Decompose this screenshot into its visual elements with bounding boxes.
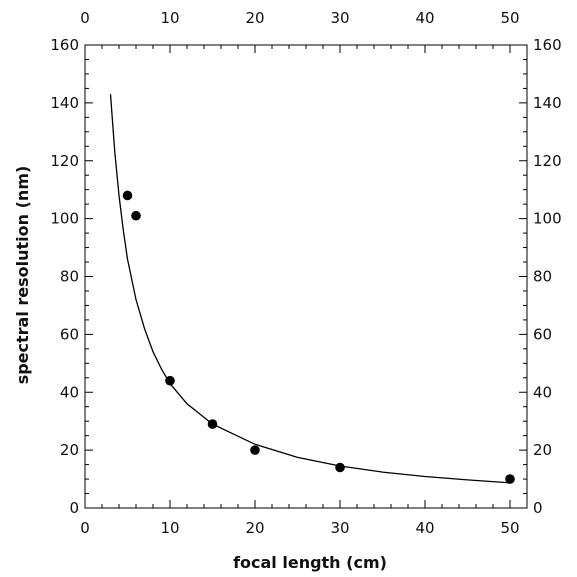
x-tick-label-top: 0 bbox=[80, 9, 90, 27]
y-tick-label-left: 100 bbox=[50, 210, 79, 228]
x-tick-label-bottom: 0 bbox=[80, 519, 90, 537]
series bbox=[109, 94, 515, 484]
y-tick-label-left: 140 bbox=[50, 94, 79, 112]
x-tick-label-top: 20 bbox=[245, 9, 264, 27]
x-tick-label-bottom: 10 bbox=[160, 519, 179, 537]
y-tick-label-right: 80 bbox=[533, 268, 552, 286]
axes bbox=[84, 44, 528, 509]
y-tick-label-left: 120 bbox=[50, 152, 79, 170]
y-axis-title: spectral resolution (nm) bbox=[13, 166, 32, 385]
data-point bbox=[335, 462, 345, 473]
x-tick-label-top: 30 bbox=[330, 9, 349, 27]
y-tick-label-right: 100 bbox=[533, 210, 562, 228]
y-tick-label-left: 20 bbox=[60, 441, 79, 459]
x-tick-label-bottom: 50 bbox=[500, 519, 519, 537]
y-tick-label-left: 60 bbox=[60, 325, 79, 343]
plot-frame bbox=[84, 44, 528, 509]
y-tick-label-right: 0 bbox=[533, 499, 543, 517]
data-point bbox=[131, 210, 141, 221]
ticks bbox=[84, 44, 528, 509]
fit-curve-line bbox=[109, 94, 511, 484]
y-tick-label-left: 0 bbox=[69, 499, 79, 517]
y-tick-label-left: 160 bbox=[50, 36, 79, 54]
x-tick-label-top: 40 bbox=[415, 9, 434, 27]
y-tick-label-right: 120 bbox=[533, 152, 562, 170]
data-point bbox=[505, 474, 515, 484]
y-tick-label-left: 40 bbox=[60, 383, 79, 401]
x-tick-label-bottom: 40 bbox=[415, 519, 434, 537]
x-tick-label-bottom: 30 bbox=[330, 519, 349, 537]
data-point bbox=[122, 190, 133, 201]
data-point bbox=[250, 445, 260, 455]
x-tick-label-top: 50 bbox=[500, 9, 519, 27]
x-tick-label-bottom: 20 bbox=[245, 519, 264, 537]
y-tick-label-right: 140 bbox=[533, 94, 562, 112]
x-axis-title: focal length (cm) bbox=[233, 553, 387, 572]
y-tick-label-left: 80 bbox=[60, 268, 79, 286]
y-tick-label-right: 20 bbox=[533, 441, 552, 459]
y-tick-label-right: 40 bbox=[533, 383, 552, 401]
y-tick-label-right: 60 bbox=[533, 325, 552, 343]
y-tick-label-right: 160 bbox=[533, 36, 562, 54]
x-tick-label-top: 10 bbox=[160, 9, 179, 27]
